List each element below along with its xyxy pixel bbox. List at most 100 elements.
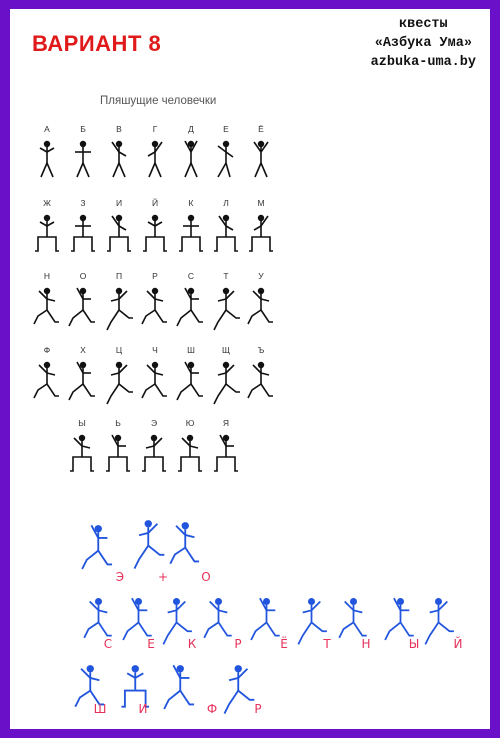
key-letter-label: В <box>116 124 122 134</box>
key-figure <box>141 361 167 399</box>
key-figure <box>33 287 59 325</box>
key-figure <box>214 214 238 252</box>
key-figure <box>70 434 94 472</box>
key-letter-label: Р <box>152 271 158 281</box>
key-letter-label: У <box>258 271 264 281</box>
key-letter-label: Ф <box>43 345 51 355</box>
key-letter-label: Ж <box>43 198 51 208</box>
handwritten-figure <box>169 521 199 564</box>
key-figure <box>39 140 55 178</box>
answer-line-2-letter: С <box>103 637 113 651</box>
answer-line-2-letter: Ы <box>408 637 420 651</box>
key-letter-label: Ч <box>152 345 158 355</box>
key-figure <box>107 214 131 252</box>
key-figure <box>184 140 198 178</box>
answer-line-2-letter: Р <box>234 637 242 651</box>
key-letter-label: Н <box>43 271 51 281</box>
key-figure <box>217 140 234 178</box>
key-figure <box>106 287 133 331</box>
key-figure <box>247 287 273 325</box>
key-letter-label: Л <box>223 198 229 208</box>
handwritten-figure <box>121 664 149 708</box>
key-letter-label: К <box>188 198 194 208</box>
answer-line-2-letter: Т <box>323 637 331 651</box>
key-figure <box>249 214 273 252</box>
handwritten-figure <box>163 664 194 709</box>
key-figure <box>253 140 269 178</box>
key-figure <box>176 361 203 401</box>
key-letter-label: С <box>187 271 195 281</box>
brand-block: квесты «Азбука Ума» azbuka-uma.by <box>371 15 476 72</box>
key-figure <box>71 214 95 252</box>
brand-line-3: azbuka-uma.by <box>370 55 476 70</box>
key-figure <box>75 140 91 178</box>
key-letter-label: Ц <box>115 345 123 355</box>
key-letter-label: З <box>80 198 86 208</box>
key-figure <box>33 361 59 399</box>
handwritten-figure <box>162 597 192 645</box>
answer-line-2-letter: Ё <box>280 637 288 651</box>
key-figure <box>142 434 166 472</box>
key-letter-label: Х <box>80 345 86 355</box>
key-letter-label: Е <box>223 124 229 134</box>
variant-title: ВАРИАНТ 8 <box>32 31 162 56</box>
key-letter-label: Щ <box>222 345 230 355</box>
answer-line-1-letter: Э <box>115 570 125 584</box>
key-figure <box>68 287 95 327</box>
key-letter-label: А <box>44 124 50 134</box>
handwritten-figure <box>202 597 232 638</box>
key-figure <box>141 287 167 325</box>
key-figure <box>214 434 238 472</box>
key-letter-label: Й <box>151 198 159 208</box>
key-figure <box>213 287 240 331</box>
key-letter-label: Ё <box>258 124 264 134</box>
key-letter-label: Ю <box>185 418 195 428</box>
key-figure <box>111 140 127 178</box>
key-letter-label: Б <box>80 124 86 134</box>
answer-line-1-letter: О <box>201 570 211 584</box>
handwritten-figure <box>424 597 454 645</box>
key-figure <box>247 361 273 399</box>
key-letter-label: Э <box>150 418 158 428</box>
handwritten-figure <box>121 597 152 641</box>
handwritten-figure <box>337 597 367 638</box>
brand-line-1: квесты <box>399 17 448 32</box>
worksheet: ВАРИАНТ 8 квесты «Азбука Ума» azbuka-uma… <box>10 9 490 729</box>
key-letter-label: П <box>115 271 123 281</box>
key-figure <box>178 434 202 472</box>
answer-line-2-letter: Й <box>453 637 463 651</box>
handwritten-figure <box>383 597 414 641</box>
key-letter-label: И <box>115 198 123 208</box>
key-figure <box>147 140 163 178</box>
handwritten-figure <box>82 597 112 638</box>
key-figure <box>176 287 203 327</box>
key-letter-label: Ь <box>115 418 121 428</box>
answer-line-3-letter: И <box>138 702 148 716</box>
answer-line-2-letter: Н <box>361 637 371 651</box>
key-figure <box>179 214 203 252</box>
key-letter-label: Ы <box>78 418 86 428</box>
key-letter-label: Ш <box>187 345 195 355</box>
answer-line-1-letter: + <box>157 570 169 584</box>
key-figure <box>106 361 133 405</box>
answer-line-3-letter: Ш <box>93 702 107 716</box>
key-letter-label: Т <box>223 271 229 281</box>
key-figure <box>143 214 167 252</box>
key-letter-label: Я <box>222 418 230 428</box>
handwritten-figure <box>297 597 327 645</box>
answer-line-2-letter: Е <box>147 637 155 651</box>
handwritten-figure <box>223 664 255 714</box>
answer-line-3-letter: Ф <box>206 702 218 716</box>
key-title: Пляшущие человечки <box>100 95 217 107</box>
handwritten-figure <box>133 519 165 569</box>
handwritten-figure <box>249 597 280 641</box>
key-letter-label: М <box>257 198 265 208</box>
key-figure <box>68 361 95 401</box>
answer-line-2-letter: К <box>187 637 197 651</box>
key-letter-label: Ъ <box>257 345 265 355</box>
key-figure <box>106 434 130 472</box>
handwritten-figure <box>74 664 104 707</box>
key-figure <box>35 214 59 252</box>
key-letter-label: Г <box>152 124 158 134</box>
key-letter-label: Д <box>188 124 194 134</box>
